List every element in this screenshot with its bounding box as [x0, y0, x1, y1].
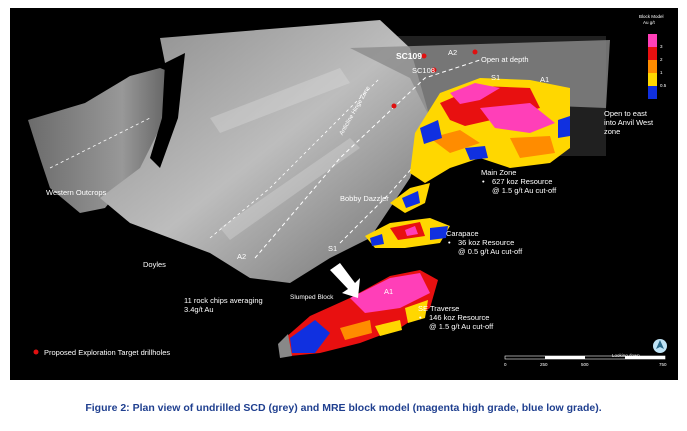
view-direction-label: Looking down	[612, 353, 640, 358]
carapace-title: Carapace	[446, 229, 479, 238]
carapace-cutoff: @ 0.5 g/t Au cut-off	[458, 247, 523, 256]
se-traverse-cutoff: @ 1.5 g/t Au cut-off	[429, 322, 494, 331]
label-slumped-block: Slumped Block	[290, 294, 334, 301]
drillhole-legend-label: Proposed Exploration Target drillholes	[44, 348, 171, 357]
legend-tick-3: 3	[660, 44, 663, 49]
western-outcrop-surface	[28, 68, 185, 213]
scale-tick-0: 0	[504, 362, 507, 367]
label-s1-top: S1	[491, 73, 501, 82]
legend-swatch-yellow	[648, 73, 657, 86]
se-traverse-resource: 146 koz Resource	[429, 313, 490, 322]
legend-drillhole-marker	[33, 349, 39, 355]
legend-swatch-blue	[648, 86, 657, 99]
label-a2-mid: A2	[237, 252, 247, 261]
drillhole-sc109	[421, 53, 427, 59]
legend-tick-2: 2	[660, 57, 663, 62]
dark-gully	[150, 53, 185, 168]
label-open-at-depth: Open at depth	[481, 55, 529, 64]
scale-tick-500: 500	[581, 362, 589, 367]
label-sc109: SC109	[396, 51, 422, 61]
block-legend-unit: Au g/t	[643, 20, 655, 25]
plan-view-scene	[28, 20, 667, 360]
label-doyles: Doyles	[143, 260, 166, 269]
block-legend-title: Block Model	[639, 14, 664, 19]
se-traverse-title: SE Traverse	[418, 304, 460, 313]
label-open-to-east: Open to east into Anvil West zone	[604, 109, 654, 136]
label-a1-top: A1	[540, 75, 550, 84]
legend-swatch-red	[648, 47, 657, 60]
label-sc108: SC108	[412, 66, 435, 75]
scale-tick-750: 750	[659, 362, 667, 367]
trend-line-anticline	[209, 77, 381, 239]
main-zone-resource: 627 koz Resource	[492, 177, 553, 186]
legend-tick-0-5: 0.5	[660, 83, 667, 88]
main-zone-title: Main Zone	[481, 168, 517, 177]
label-western-outcrops: Western Outcrops	[46, 188, 107, 197]
main-zone-cutoff: @ 1.5 g/t Au cut-off	[492, 186, 557, 195]
label-rock-chips: 11 rock chips averaging 3.4g/t Au	[184, 296, 263, 314]
trend-line-west	[49, 117, 151, 169]
label-a2-top: A2	[448, 48, 458, 57]
legend-swatch-orange	[648, 60, 657, 73]
trend-line-a2	[254, 59, 481, 259]
carapace-resource: 36 koz Resource	[458, 238, 515, 247]
label-a1-se: A1	[384, 287, 394, 296]
scd-grey-surface	[100, 20, 430, 283]
drillhole-mid	[391, 103, 397, 109]
map-viewport[interactable]: SC109 SC108 A2 Open at depth S1 A1 Antic…	[10, 8, 678, 380]
label-bobby-dazzler: Bobby Dazzler	[340, 194, 389, 203]
drillhole-depth	[472, 49, 478, 55]
label-s1-mid: S1	[328, 244, 338, 253]
legend-swatch-pink	[648, 34, 657, 47]
figure-caption: Figure 2: Plan view of undrilled SCD (gr…	[85, 402, 602, 414]
drillhole-sc108	[431, 67, 437, 73]
legend-tick-1: 1	[660, 70, 663, 75]
scale-tick-250: 250	[540, 362, 548, 367]
slump-arrow	[330, 263, 360, 298]
